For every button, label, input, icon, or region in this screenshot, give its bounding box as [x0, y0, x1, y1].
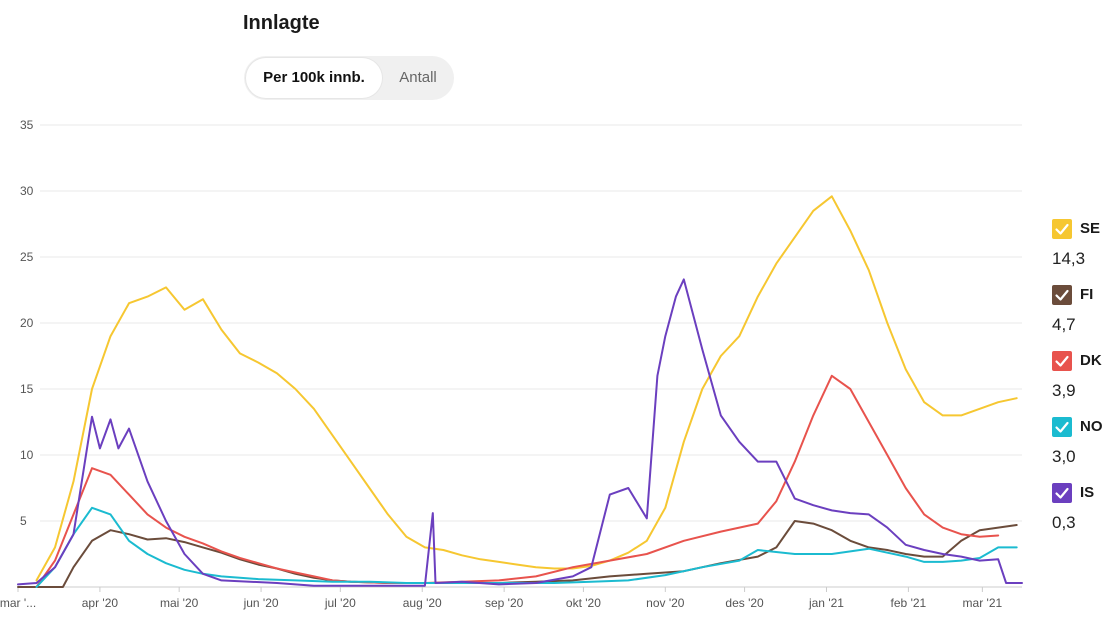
unit-toggle: Per 100k innb. Antall: [244, 56, 454, 100]
legend-checkbox[interactable]: [1052, 219, 1072, 239]
x-tick-label: jul '20: [324, 596, 356, 610]
x-tick-label: okt '20: [566, 596, 601, 610]
series-line-fi: [17, 520, 1018, 588]
x-tick-label: sep '20: [485, 596, 524, 610]
check-icon: [1055, 355, 1069, 367]
legend-series-name: DK: [1080, 352, 1102, 369]
series-line-dk: [35, 374, 1000, 588]
legend-series-value: 0,3: [1052, 513, 1076, 532]
legend-series-name: NO: [1080, 418, 1103, 435]
legend-series-value: 3,0: [1052, 447, 1076, 466]
x-tick-label: des '20: [725, 596, 764, 610]
y-tick-label: 5: [20, 514, 27, 528]
legend-series-name: FI: [1080, 286, 1094, 303]
y-tick-label: 10: [20, 448, 34, 462]
check-icon: [1055, 487, 1069, 499]
y-tick-label: 15: [20, 382, 34, 396]
y-tick-label: 30: [20, 184, 34, 198]
legend-item-no[interactable]: NO 3,0: [1052, 417, 1112, 477]
series-line-is: [17, 278, 1023, 587]
legend-checkbox[interactable]: [1052, 417, 1072, 437]
check-icon: [1055, 223, 1069, 235]
legend-series-value: 3,9: [1052, 381, 1076, 400]
x-tick-label: mar '21: [963, 596, 1003, 610]
line-chart: 5 10 15 20 25 30 35 mar '... apr '20 mai '20 jun '…: [0, 118, 1023, 610]
x-tick-label: aug '20: [403, 596, 442, 610]
legend-item-fi[interactable]: FI 4,7: [1052, 285, 1112, 345]
x-tick-label: mai '20: [160, 596, 199, 610]
check-icon: [1055, 421, 1069, 433]
x-tick-label: feb '21: [891, 596, 927, 610]
legend-item-se[interactable]: SE 14,3: [1052, 219, 1112, 279]
legend-checkbox[interactable]: [1052, 285, 1072, 305]
legend-item-is[interactable]: IS 0,3: [1052, 483, 1112, 543]
legend-item-dk[interactable]: DK 3,9: [1052, 351, 1112, 411]
legend-series-value: 4,7: [1052, 315, 1076, 334]
series-line-se: [35, 195, 1018, 582]
toggle-antall[interactable]: Antall: [399, 69, 437, 86]
y-tick-label: 35: [20, 118, 34, 132]
toggle-per-100k[interactable]: Per 100k innb.: [246, 58, 382, 98]
y-tick-label: 25: [20, 250, 34, 264]
legend-series-name: SE: [1080, 220, 1101, 237]
legend-series-name: IS: [1080, 484, 1095, 501]
x-tick-label: mar '...: [0, 596, 36, 610]
x-tick-label: nov '20: [646, 596, 685, 610]
x-tick-label: apr '20: [82, 596, 119, 610]
x-tick-label: jun '20: [243, 596, 279, 610]
check-icon: [1055, 289, 1069, 301]
x-tick-label: jan '21: [808, 596, 844, 610]
y-tick-label: 20: [20, 316, 34, 330]
legend-checkbox[interactable]: [1052, 351, 1072, 371]
legend-checkbox[interactable]: [1052, 483, 1072, 503]
legend-series-value: 14,3: [1052, 249, 1086, 268]
chart-title: Innlagte: [243, 12, 320, 34]
